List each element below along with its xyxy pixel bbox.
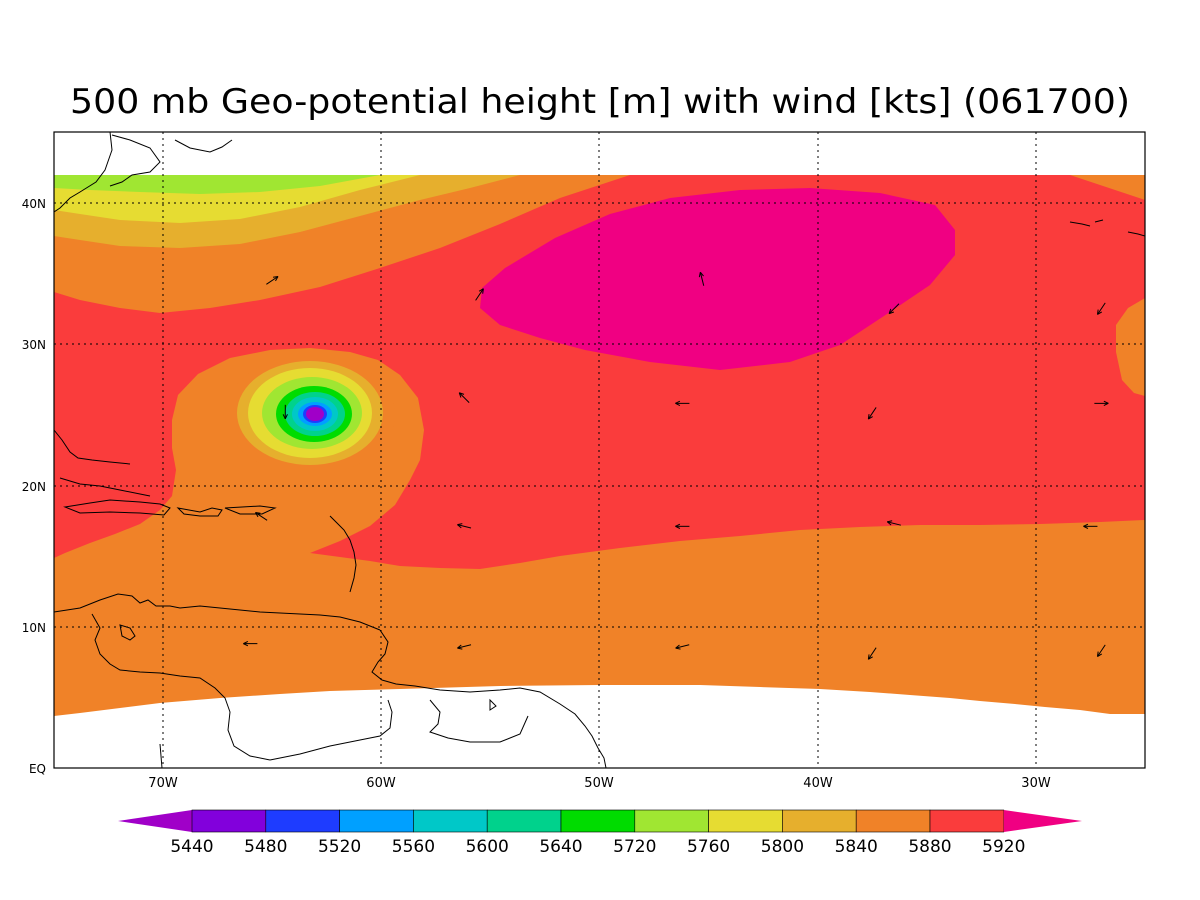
lat-tick-label: 20N <box>22 480 46 494</box>
colorbar-box <box>339 809 414 833</box>
wind-arrow <box>457 523 472 529</box>
coastlines <box>54 132 1145 768</box>
wind-arrow <box>867 407 877 420</box>
colorbar-low-triangle <box>118 810 192 832</box>
lon-tick-label: 40W <box>803 776 833 791</box>
plot-frame <box>53 131 1146 769</box>
colorbar-level-label: 5560 <box>392 837 435 857</box>
colorbar-box <box>855 809 931 833</box>
wind-arrow <box>886 520 901 526</box>
wind-arrow <box>457 644 472 650</box>
colorbar-high-triangle <box>1003 810 1082 832</box>
colorbar-level-label: 5640 <box>539 837 582 857</box>
colorbar-level-label: 5760 <box>687 837 730 857</box>
wind-arrow <box>698 271 705 286</box>
wind-arrow <box>675 400 690 406</box>
lat-tick-label: 40N <box>22 197 46 211</box>
colorbar-level-label: 5520 <box>318 837 361 857</box>
gridlines <box>54 132 1145 768</box>
colorbar-level-label: 5440 <box>170 837 213 857</box>
wind-vectors <box>243 271 1109 660</box>
wind-arrow <box>266 276 279 285</box>
lon-tick-label: 60W <box>366 776 396 791</box>
wind-arrow <box>282 404 288 420</box>
map-title: 500 mb Geo-potential height [m] with win… <box>70 82 1130 122</box>
contour-5840-bulge <box>1116 298 1145 396</box>
contour-5440-core <box>306 407 324 421</box>
wind-arrow <box>867 647 877 660</box>
colorbar-box <box>634 809 709 833</box>
colorbar-level-label: 5920 <box>982 837 1025 857</box>
colorbar-box <box>560 809 636 833</box>
wind-arrow <box>458 392 470 404</box>
wind-arrow <box>475 288 484 301</box>
colorbar-level-label: 5720 <box>613 837 656 857</box>
lat-tick-label: 10N <box>22 621 46 635</box>
lat-tick-label: EQ <box>29 762 46 776</box>
wind-arrow <box>675 644 690 650</box>
lat-tick-label: 30N <box>22 338 46 352</box>
colorbar-box <box>191 809 267 833</box>
wind-arrow <box>1083 523 1098 529</box>
wind-arrow <box>255 512 268 521</box>
colorbar-box <box>929 809 1005 833</box>
colorbar-box <box>265 809 340 833</box>
contour-5720-band <box>54 175 380 194</box>
wind-arrow <box>675 523 690 529</box>
wind-arrow <box>1094 400 1109 406</box>
colorbar-level-label: 5800 <box>761 837 804 857</box>
lon-tick-label: 70W <box>148 776 178 791</box>
colorbar-level-label: 5840 <box>835 837 878 857</box>
wind-arrow <box>888 303 900 315</box>
colorbar-box <box>413 809 488 833</box>
lon-tick-label: 50W <box>584 776 614 791</box>
wind-arrow <box>243 641 258 647</box>
colorbar-level-label: 5880 <box>908 837 951 857</box>
colorbar-level-label: 5480 <box>244 837 287 857</box>
wind-arrow <box>1096 302 1106 315</box>
colorbar-box <box>782 809 857 833</box>
lat-tick-labels: EQ 10N 20N 30N 40N <box>22 197 46 776</box>
colorbar-box <box>486 809 562 833</box>
lon-tick-label: 30W <box>1021 776 1051 791</box>
wind-arrow <box>1096 644 1106 657</box>
colorbar: 5440 5480 5520 5560 5600 5640 5720 5760 5800 5840… <box>118 809 1082 857</box>
colorbar-box <box>708 809 783 833</box>
lon-tick-labels: 70W 60W 50W 40W 30W <box>148 776 1051 791</box>
colorbar-level-label: 5600 <box>466 837 509 857</box>
